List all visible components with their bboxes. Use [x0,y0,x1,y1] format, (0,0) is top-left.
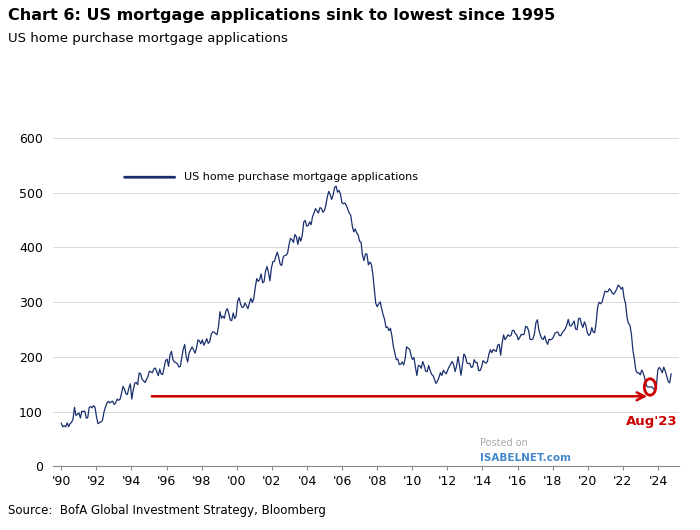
Text: Chart 6: US mortgage applications sink to lowest since 1995: Chart 6: US mortgage applications sink t… [8,8,556,23]
Text: Posted on: Posted on [480,438,527,448]
Text: US home purchase mortgage applications: US home purchase mortgage applications [184,172,418,182]
Text: US home purchase mortgage applications: US home purchase mortgage applications [8,32,288,45]
Text: Source:  BofA Global Investment Strategy, Bloomberg: Source: BofA Global Investment Strategy,… [8,504,326,517]
Text: ISABELNET.com: ISABELNET.com [480,453,570,463]
Text: Aug'23: Aug'23 [626,416,678,428]
